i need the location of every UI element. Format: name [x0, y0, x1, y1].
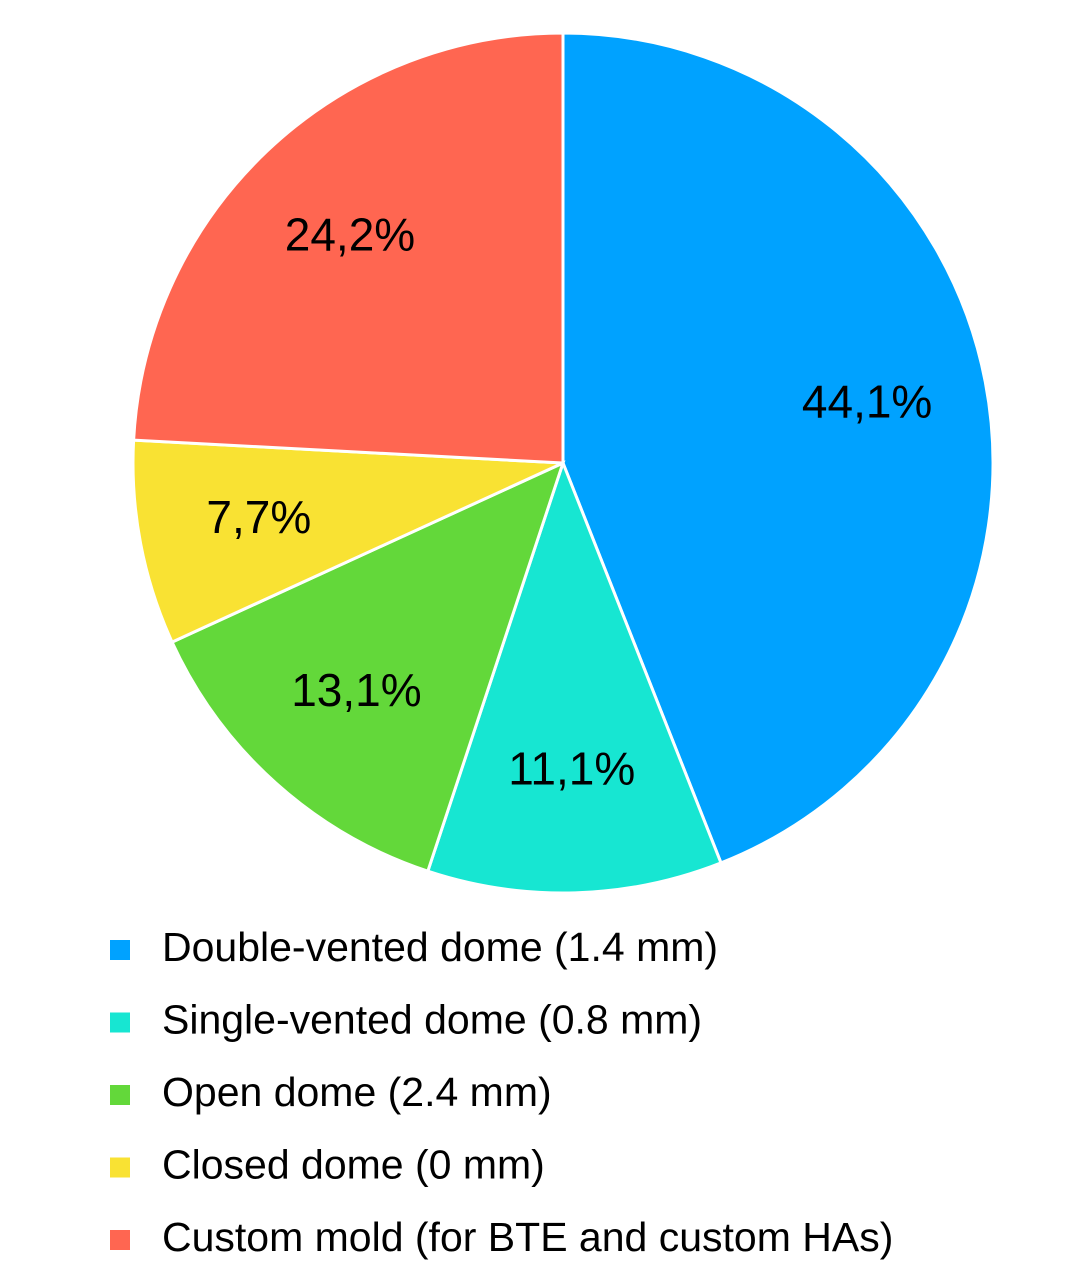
pie-slice	[170, 460, 566, 874]
legend-swatch	[110, 1157, 130, 1178]
legend-label: Open dome (2.4 mm)	[162, 1069, 552, 1115]
legend-label: Double-vented dome (1.4 mm)	[162, 924, 718, 970]
value-label: 7,7%	[206, 491, 311, 543]
legend-swatch	[110, 1012, 130, 1033]
pie-slice	[131, 438, 564, 645]
legend-label: Custom mold (for BTE and custom HAs)	[162, 1214, 893, 1260]
legend-swatch	[110, 940, 130, 960]
legend-label: Single-vented dome (0.8 mm)	[162, 996, 702, 1042]
value-label: 24,2%	[285, 208, 415, 260]
value-label: 11,1%	[508, 743, 635, 795]
pie-slice	[561, 31, 995, 865]
legend-swatch	[110, 1230, 130, 1250]
pie-slice	[425, 458, 723, 895]
pie-slice	[132, 31, 565, 465]
value-label: 13,1%	[291, 664, 421, 716]
legend-label: Closed dome (0 mm)	[162, 1141, 545, 1187]
legend-swatch	[110, 1085, 130, 1105]
value-label: 44,1%	[802, 375, 932, 427]
